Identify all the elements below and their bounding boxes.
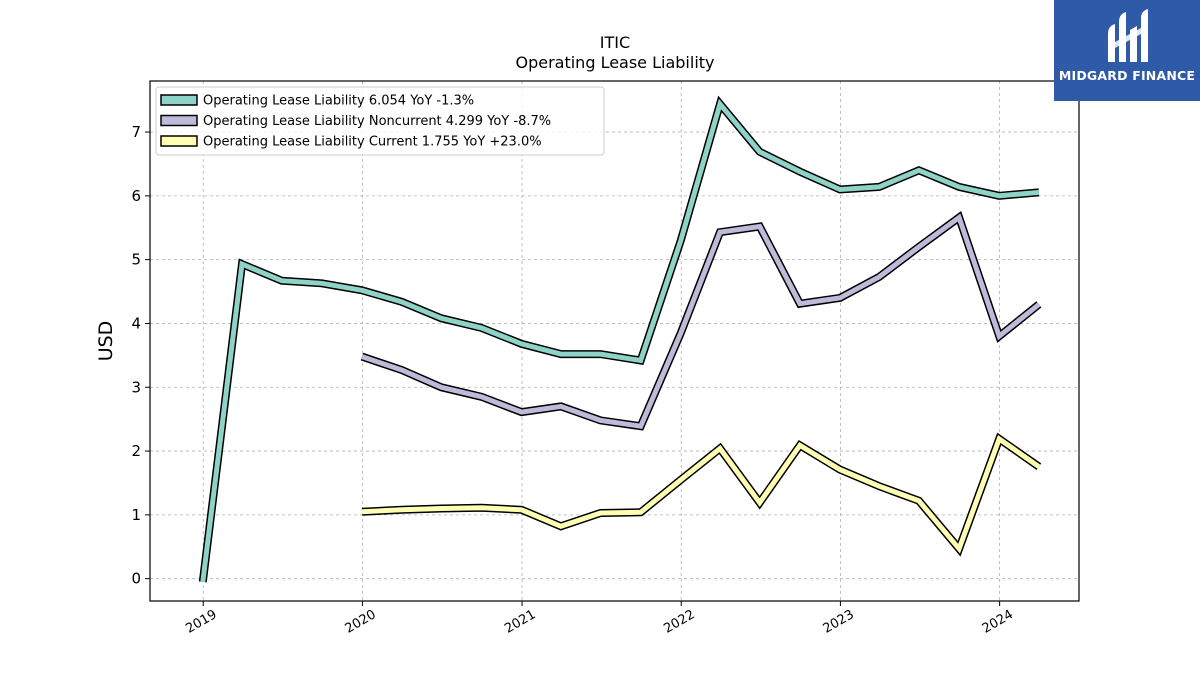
legend-swatch-1 bbox=[160, 114, 198, 127]
x-tick-label: 2019 bbox=[183, 607, 219, 637]
series-lines bbox=[198, 95, 1042, 583]
x-tick-label: 2024 bbox=[980, 607, 1016, 637]
y-tick-label: 2 bbox=[131, 442, 141, 460]
y-tick-label: 6 bbox=[131, 187, 141, 205]
y-tick-label: 0 bbox=[131, 570, 141, 588]
y-tick-label: 3 bbox=[131, 378, 141, 396]
series-line-1 bbox=[361, 213, 1041, 429]
legend-box bbox=[155, 86, 605, 156]
legend-swatch-0 bbox=[160, 94, 198, 106]
legend: Operating Lease Liability 6.054 YoY -1.3… bbox=[155, 86, 605, 156]
x-tick-label: 2022 bbox=[661, 607, 697, 637]
logo-text: MIDGARD FINANCE bbox=[1058, 68, 1196, 83]
x-tick-label: 2021 bbox=[502, 607, 538, 637]
x-tick-label: 2023 bbox=[821, 607, 857, 637]
legend-swatch-2 bbox=[160, 135, 198, 147]
series-outline-2 bbox=[361, 432, 1042, 557]
y-tick-label: 1 bbox=[131, 506, 141, 524]
legend-entry-2: Operating Lease Liability Current 1.755 … bbox=[203, 135, 542, 150]
series-line-0 bbox=[200, 98, 1040, 583]
plot-frame bbox=[149, 80, 1080, 602]
grid bbox=[150, 81, 1079, 601]
series-line-2 bbox=[361, 434, 1041, 554]
midgard-logo-icon bbox=[1108, 9, 1148, 62]
legend-entry-0: Operating Lease Liability 6.054 YoY -1.3… bbox=[203, 94, 474, 109]
y-axis: 0 1 2 3 4 5 6 7 bbox=[131, 123, 150, 588]
y-tick-label: 4 bbox=[131, 314, 141, 332]
midgard-finance-logo: MIDGARD FINANCE bbox=[1054, 0, 1200, 101]
x-tick-label: 2020 bbox=[343, 607, 379, 637]
y-tick-label: 5 bbox=[131, 251, 141, 269]
chart-title: ITIC bbox=[600, 33, 630, 52]
legend-entry-1: Operating Lease Liability Noncurrent 4.2… bbox=[203, 114, 551, 129]
y-axis-label: USD bbox=[95, 321, 117, 362]
x-axis: 2019 2020 2021 2022 2023 2024 bbox=[183, 601, 1016, 637]
chart-subtitle: Operating Lease Liability bbox=[515, 53, 714, 72]
y-tick-label: 7 bbox=[131, 123, 141, 141]
